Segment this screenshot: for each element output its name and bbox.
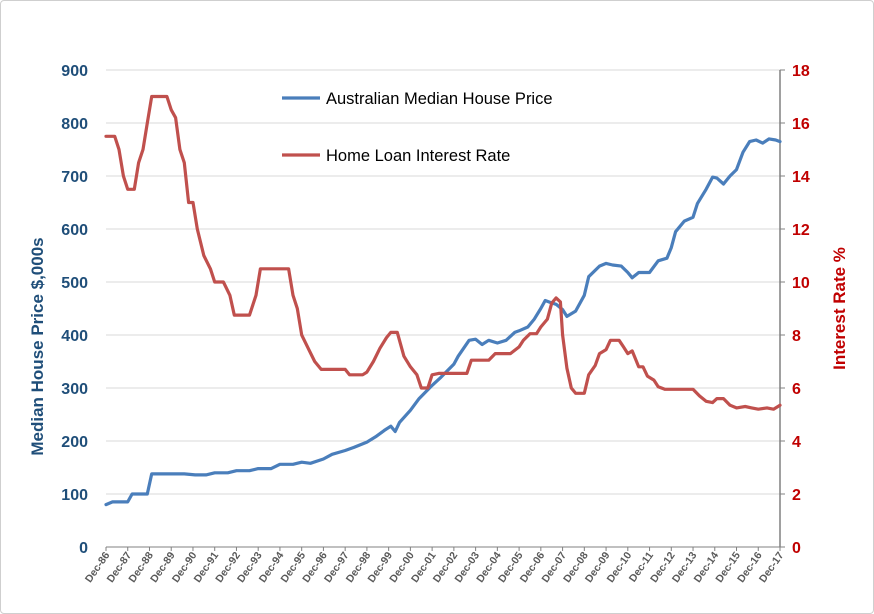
y-left-tick-label: 700 [61, 169, 88, 186]
y-left-tick-label: 600 [61, 222, 88, 239]
y-right-tick-label: 10 [792, 275, 810, 292]
series-line-house-price [104, 137, 782, 507]
y-right-tick-label: 18 [792, 63, 810, 80]
y-right-tick-label: 6 [792, 381, 801, 398]
y-right-tick-label: 16 [792, 116, 810, 133]
y-left-tick-label: 300 [61, 381, 88, 398]
y-left-tick-label: 200 [61, 434, 88, 451]
series-line-interest-rate [104, 94, 782, 411]
y-left-tick-label: 100 [61, 487, 88, 504]
y-left-tick-label: 900 [61, 63, 88, 80]
legend-label: Home Loan Interest Rate [326, 147, 510, 165]
y-right-axis-title: Interest Rate % [830, 247, 849, 370]
y-left-tick-label: 400 [61, 328, 88, 345]
y-right-tick-label: 8 [792, 328, 801, 345]
y-right-tick-label: 0 [792, 540, 801, 557]
y-right-tick-label: 14 [792, 169, 810, 186]
y-left-tick-label: 800 [61, 116, 88, 133]
y-left-tick-label: 500 [61, 275, 88, 292]
y-left-tick-label: 0 [79, 540, 88, 557]
y-right-tick-label: 12 [792, 222, 810, 239]
legend-label: Australian Median House Price [326, 90, 553, 108]
y-left-axis-title: Median House Price $,000s [28, 237, 47, 455]
y-right-tick-label: 2 [792, 487, 801, 504]
y-right-tick-label: 4 [792, 434, 801, 451]
